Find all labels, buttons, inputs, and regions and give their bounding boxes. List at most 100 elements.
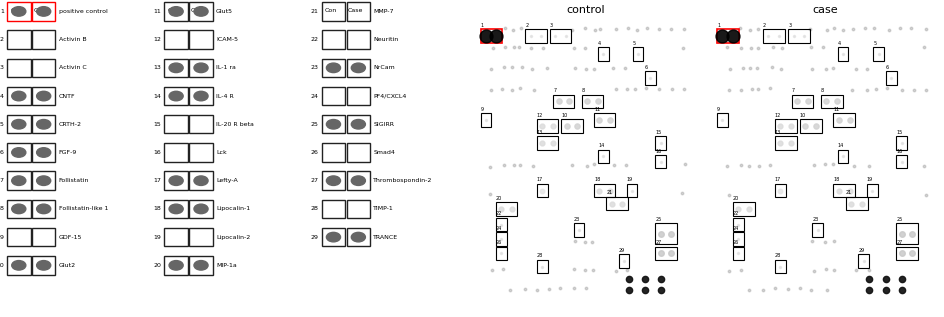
Text: 26: 26 bbox=[733, 240, 738, 245]
Bar bbox=[7, 171, 30, 190]
Bar bbox=[654, 155, 666, 168]
Text: 19: 19 bbox=[153, 235, 160, 240]
Text: 16: 16 bbox=[654, 149, 661, 153]
Bar bbox=[189, 115, 212, 133]
Bar bbox=[594, 184, 615, 197]
Text: 5: 5 bbox=[632, 41, 635, 46]
Bar bbox=[189, 228, 212, 246]
Circle shape bbox=[11, 7, 25, 16]
Bar bbox=[774, 137, 796, 150]
Bar bbox=[536, 137, 558, 150]
Bar bbox=[346, 2, 370, 21]
Text: Lipocalin-2: Lipocalin-2 bbox=[216, 235, 250, 240]
Bar bbox=[189, 30, 212, 49]
Bar bbox=[164, 87, 188, 105]
Text: 27: 27 bbox=[895, 240, 902, 245]
Bar bbox=[791, 94, 813, 108]
Bar bbox=[7, 59, 30, 77]
Bar bbox=[189, 2, 212, 21]
Text: MIP-1a: MIP-1a bbox=[216, 263, 237, 268]
Bar bbox=[895, 223, 917, 244]
Bar bbox=[716, 29, 738, 42]
Circle shape bbox=[11, 176, 25, 185]
Bar bbox=[573, 223, 583, 237]
Circle shape bbox=[194, 63, 208, 73]
Bar bbox=[799, 120, 820, 133]
Bar bbox=[833, 184, 854, 197]
Text: 7: 7 bbox=[0, 178, 4, 183]
Bar bbox=[496, 202, 516, 216]
Text: 16: 16 bbox=[153, 150, 160, 155]
Bar bbox=[7, 143, 30, 162]
Text: 23: 23 bbox=[812, 217, 818, 222]
Text: 26: 26 bbox=[496, 240, 502, 245]
Text: 14: 14 bbox=[153, 94, 160, 99]
Text: 9: 9 bbox=[716, 107, 719, 112]
Text: 20: 20 bbox=[733, 196, 738, 201]
Text: 8: 8 bbox=[582, 88, 584, 93]
Text: CNTF: CNTF bbox=[59, 94, 76, 99]
Text: 3: 3 bbox=[787, 23, 790, 28]
Text: 3: 3 bbox=[0, 65, 4, 70]
Text: 29: 29 bbox=[857, 248, 864, 253]
Bar bbox=[346, 115, 370, 133]
Text: Lefty-A: Lefty-A bbox=[216, 178, 238, 183]
Text: Con: Con bbox=[167, 8, 179, 13]
Bar bbox=[189, 256, 212, 275]
Text: 26: 26 bbox=[311, 150, 318, 155]
Text: 22: 22 bbox=[311, 37, 318, 42]
Text: 24: 24 bbox=[311, 94, 318, 99]
Bar bbox=[872, 47, 883, 61]
Text: 2: 2 bbox=[762, 23, 766, 28]
Bar bbox=[857, 255, 868, 268]
Text: 28: 28 bbox=[311, 206, 318, 211]
Bar bbox=[164, 30, 188, 49]
Text: 17: 17 bbox=[774, 178, 780, 182]
Bar bbox=[733, 232, 743, 246]
Bar bbox=[774, 260, 784, 273]
Bar bbox=[346, 87, 370, 105]
Bar bbox=[561, 120, 582, 133]
Text: Follistatin: Follistatin bbox=[59, 178, 89, 183]
Bar bbox=[321, 59, 345, 77]
Text: 11: 11 bbox=[833, 107, 838, 112]
Circle shape bbox=[351, 63, 365, 73]
Bar bbox=[598, 47, 608, 61]
Circle shape bbox=[11, 148, 25, 157]
Bar bbox=[7, 87, 30, 105]
Bar bbox=[618, 255, 629, 268]
Text: Case: Case bbox=[347, 8, 362, 13]
Text: 15: 15 bbox=[153, 122, 160, 127]
Text: 21: 21 bbox=[606, 191, 612, 196]
Circle shape bbox=[194, 176, 208, 185]
Text: 6: 6 bbox=[0, 150, 4, 155]
Bar bbox=[836, 47, 848, 61]
Bar bbox=[774, 120, 796, 133]
Bar bbox=[866, 184, 877, 197]
Text: 6: 6 bbox=[645, 65, 648, 70]
Text: 11: 11 bbox=[594, 107, 599, 112]
Text: CRTH-2: CRTH-2 bbox=[59, 122, 81, 127]
Text: 19: 19 bbox=[866, 178, 872, 182]
Bar bbox=[7, 115, 30, 133]
Bar bbox=[32, 87, 56, 105]
Title: case: case bbox=[811, 5, 837, 15]
Circle shape bbox=[169, 261, 183, 270]
Text: 15: 15 bbox=[895, 130, 902, 135]
Text: 1: 1 bbox=[716, 23, 719, 28]
Bar bbox=[164, 115, 188, 133]
Text: 4: 4 bbox=[598, 41, 600, 46]
Circle shape bbox=[37, 176, 51, 185]
Text: 5: 5 bbox=[0, 122, 4, 127]
Text: 29: 29 bbox=[618, 248, 624, 253]
Text: 22: 22 bbox=[733, 211, 738, 217]
Circle shape bbox=[351, 232, 365, 242]
Circle shape bbox=[169, 91, 183, 101]
Bar bbox=[836, 150, 848, 163]
Text: Neuritin: Neuritin bbox=[373, 37, 398, 42]
Bar bbox=[820, 94, 842, 108]
Circle shape bbox=[37, 120, 51, 129]
Circle shape bbox=[326, 176, 340, 185]
Text: 21: 21 bbox=[311, 9, 318, 14]
Bar bbox=[189, 200, 212, 218]
